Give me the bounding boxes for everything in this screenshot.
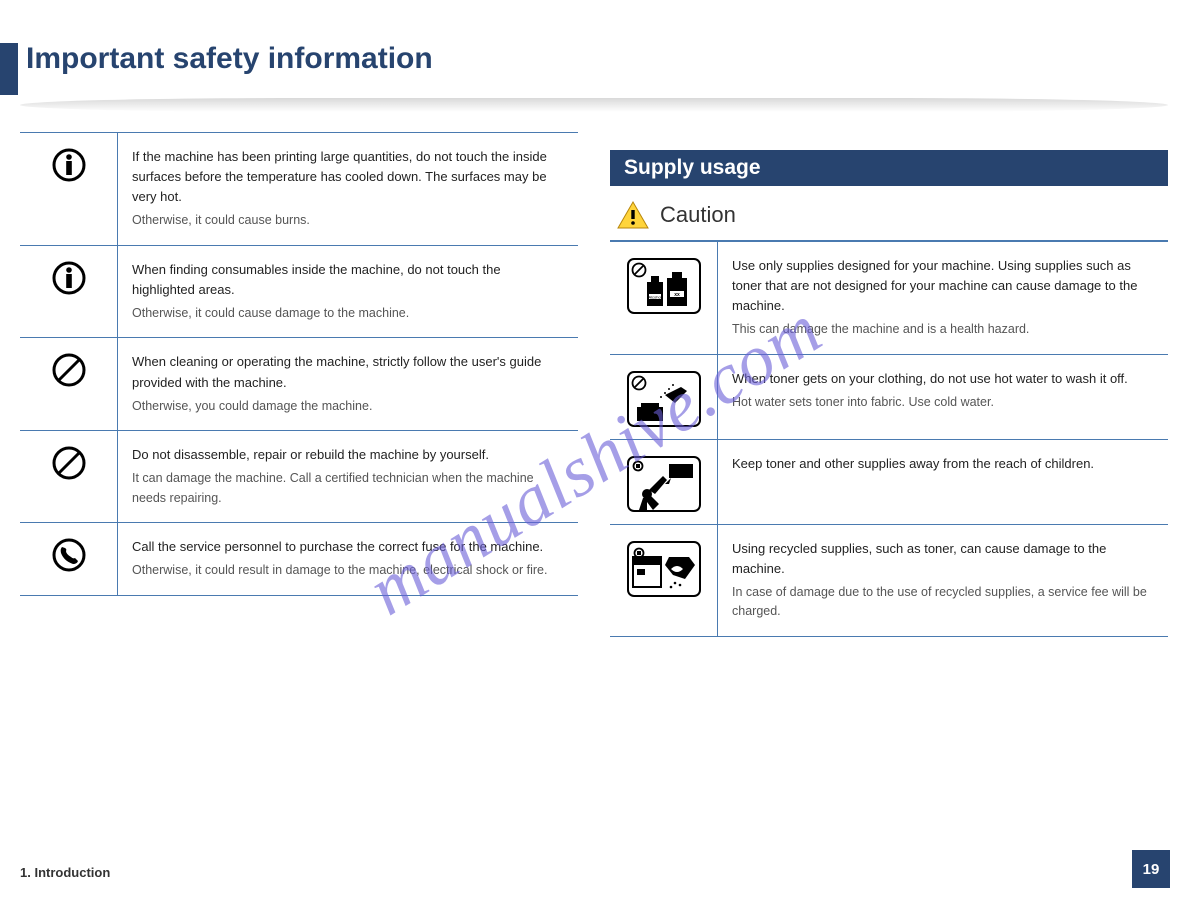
icon-cell bbox=[610, 440, 718, 524]
dust-icon bbox=[625, 369, 703, 429]
row-subtext: This can damage the machine and is a hea… bbox=[732, 316, 1154, 339]
icon-cell bbox=[610, 525, 718, 636]
row-subtext: It can damage the machine. Call a certif… bbox=[132, 465, 564, 508]
info-icon bbox=[51, 260, 87, 296]
row-subtext: Otherwise, it could cause burns. bbox=[132, 207, 564, 230]
content-columns: If the machine has been printing large q… bbox=[20, 132, 1168, 637]
icon-cell bbox=[20, 431, 118, 522]
page-number: 19 bbox=[1132, 850, 1170, 888]
row-text: Keep toner and other supplies away from … bbox=[732, 454, 1154, 474]
table-row: Using recycled supplies, such as toner, … bbox=[610, 525, 1168, 637]
recycle-machine-icon bbox=[625, 539, 703, 599]
text-cell: Using recycled supplies, such as toner, … bbox=[718, 525, 1168, 636]
text-cell: Do not disassemble, repair or rebuild th… bbox=[118, 431, 578, 522]
table-row: When toner gets on your clothing, do not… bbox=[610, 355, 1168, 440]
svg-text:xx: xx bbox=[674, 292, 680, 298]
caution-label: Caution bbox=[660, 202, 736, 228]
section-heading: Supply usage bbox=[610, 150, 1168, 186]
icon-cell bbox=[20, 246, 118, 338]
table-row: Call the service personnel to purchase t… bbox=[20, 523, 578, 596]
svg-text:Alcohol: Alcohol bbox=[648, 295, 661, 300]
page-tab bbox=[0, 43, 18, 95]
row-subtext: Otherwise, it could cause damage to the … bbox=[132, 300, 564, 323]
prohibit-icon bbox=[51, 352, 87, 388]
right-table: Alcohol xx Use only supplies designed for… bbox=[610, 241, 1168, 637]
table-row: Keep toner and other supplies away from … bbox=[610, 440, 1168, 525]
caution-icon bbox=[616, 200, 650, 230]
child-reach-icon bbox=[625, 454, 703, 514]
row-subtext: Otherwise, it could result in damage to … bbox=[132, 557, 564, 580]
row-text: When finding consumables inside the mach… bbox=[132, 260, 564, 300]
page-title: Important safety information bbox=[26, 42, 433, 76]
row-text: Using recycled supplies, such as toner, … bbox=[732, 539, 1154, 579]
text-cell: When finding consumables inside the mach… bbox=[118, 246, 578, 338]
table-row: When cleaning or operating the machine, … bbox=[20, 338, 578, 431]
icon-cell bbox=[20, 523, 118, 595]
header-shadow bbox=[20, 98, 1168, 112]
row-subtext: Hot water sets toner into fabric. Use co… bbox=[732, 389, 1154, 412]
text-cell: Call the service personnel to purchase t… bbox=[118, 523, 578, 595]
row-text: When cleaning or operating the machine, … bbox=[132, 352, 564, 392]
caution-row: Caution bbox=[610, 186, 1168, 241]
phone-icon bbox=[51, 537, 87, 573]
row-text: When toner gets on your clothing, do not… bbox=[732, 369, 1154, 389]
table-row: Do not disassemble, repair or rebuild th… bbox=[20, 431, 578, 523]
icon-cell bbox=[20, 133, 118, 245]
row-subtext: In case of damage due to the use of recy… bbox=[732, 579, 1154, 622]
table-row: If the machine has been printing large q… bbox=[20, 133, 578, 246]
icon-cell: Alcohol xx bbox=[610, 242, 718, 354]
info-icon bbox=[51, 147, 87, 183]
row-subtext: Otherwise, you could damage the machine. bbox=[132, 393, 564, 416]
right-column: Supply usage Caution Alcohol xx Use only … bbox=[610, 132, 1168, 637]
row-text: If the machine has been printing large q… bbox=[132, 147, 564, 207]
table-row: When finding consumables inside the mach… bbox=[20, 246, 578, 339]
text-cell: If the machine has been printing large q… bbox=[118, 133, 578, 245]
left-column: If the machine has been printing large q… bbox=[20, 132, 578, 637]
footer-chapter: 1. Introduction bbox=[20, 865, 110, 880]
prohibit-icon bbox=[51, 445, 87, 481]
icon-cell bbox=[610, 355, 718, 439]
text-cell: When cleaning or operating the machine, … bbox=[118, 338, 578, 430]
text-cell: Use only supplies designed for your mach… bbox=[718, 242, 1168, 354]
row-text: Use only supplies designed for your mach… bbox=[732, 256, 1154, 316]
text-cell: Keep toner and other supplies away from … bbox=[718, 440, 1168, 524]
bottles-icon: Alcohol xx bbox=[625, 256, 703, 316]
table-row: Alcohol xx Use only supplies designed for… bbox=[610, 242, 1168, 355]
row-text: Do not disassemble, repair or rebuild th… bbox=[132, 445, 564, 465]
icon-cell bbox=[20, 338, 118, 430]
row-text: Call the service personnel to purchase t… bbox=[132, 537, 564, 557]
text-cell: When toner gets on your clothing, do not… bbox=[718, 355, 1168, 439]
